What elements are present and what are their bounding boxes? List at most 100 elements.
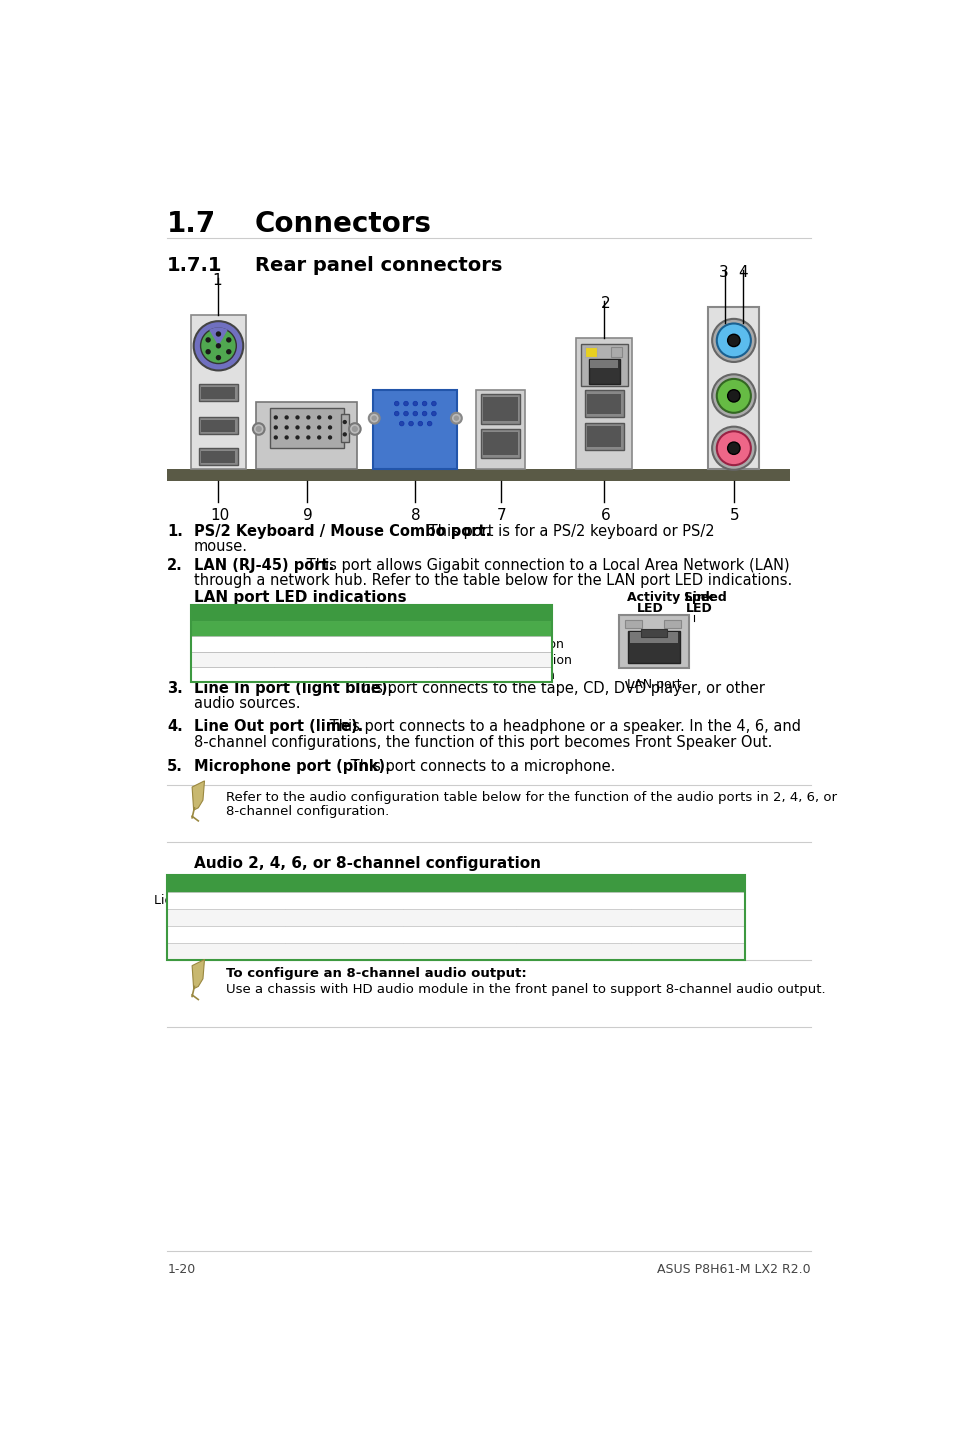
Circle shape [716,380,750,413]
Text: Refer to the audio configuration table below for the function of the audio ports: Refer to the audio configuration table b… [226,791,837,804]
Polygon shape [192,781,204,810]
Text: LED: LED [637,603,663,615]
Circle shape [727,334,740,347]
Bar [480,394,519,424]
Text: Pink (Rear panel): Pink (Rear panel) [172,928,279,940]
Text: Light Blue (Rear panel): Light Blue (Rear panel) [153,894,298,907]
Text: 4: 4 [738,265,747,280]
Text: 1.: 1. [167,523,183,539]
Text: LED: LED [685,603,712,615]
Bar [590,361,618,368]
Bar [611,348,621,357]
Text: 8-channel configurations, the function of this port becomes Front Speaker Out.: 8-channel configurations, the function o… [193,735,771,749]
Text: audio sources.: audio sources. [193,696,300,712]
Text: Status: Status [195,623,240,636]
Text: GREEN: GREEN [370,669,414,682]
Text: Rear Speaker Out: Rear Speaker Out [404,894,515,907]
Text: Mic In: Mic In [440,928,477,940]
Circle shape [422,411,427,416]
Text: 7: 7 [497,508,506,522]
Circle shape [422,401,427,406]
Bar [199,417,237,434]
Bar [167,942,744,959]
Circle shape [399,421,404,426]
Circle shape [394,401,398,406]
Text: 3.: 3. [167,680,183,696]
Text: No link: No link [278,638,322,651]
Text: Rear panel connectors: Rear panel connectors [254,256,501,275]
Bar [588,360,619,384]
Circle shape [205,349,211,354]
Text: ORANGE: ORANGE [370,654,423,667]
Bar [167,909,744,926]
Bar [624,620,641,627]
Circle shape [215,355,221,361]
Circle shape [431,401,436,406]
Bar [256,403,356,469]
Circle shape [342,420,347,424]
Circle shape [352,426,357,431]
Text: Speed: Speed [682,591,726,604]
Text: 1-20: 1-20 [167,1263,195,1276]
Circle shape [295,436,299,440]
Text: This port connects to a headphone or a speaker. In the 4, 6, and: This port connects to a headphone or a s… [324,719,800,735]
Text: OFF: OFF [370,638,394,651]
Text: 8-channel: 8-channel [653,877,721,890]
Text: 3: 3 [718,265,727,280]
Text: Line In port (light blue).: Line In port (light blue). [193,680,393,696]
Circle shape [342,433,347,437]
Text: 1.7.1: 1.7.1 [167,256,223,275]
Text: LAN (RJ-45) port.: LAN (RJ-45) port. [193,558,334,572]
Text: Connectors: Connectors [254,210,432,237]
Circle shape [215,331,221,336]
Circle shape [306,416,310,420]
Bar [707,308,759,469]
Bar [191,315,246,469]
Text: Headset 2-channel: Headset 2-channel [278,877,409,890]
Circle shape [328,436,332,440]
Text: through a network hub. Refer to the table below for the LAN port LED indications: through a network hub. Refer to the tabl… [193,572,791,588]
Text: ASUS P8H61-M LX2 R2.0: ASUS P8H61-M LX2 R2.0 [657,1263,810,1276]
Circle shape [226,349,232,354]
Text: This port allows Gigabit connection to a Local Area Network (LAN): This port allows Gigabit connection to a… [302,558,789,572]
Bar [587,426,620,447]
Circle shape [253,423,264,434]
Text: ORANGE: ORANGE [195,654,249,667]
Circle shape [255,426,261,431]
Circle shape [403,401,408,406]
Text: Rear Speaker Out: Rear Speaker Out [517,894,628,907]
Bar [628,631,679,663]
Bar [191,651,551,667]
Bar [191,605,551,621]
Bar [584,423,623,450]
Text: 10: 10 [211,508,230,522]
Circle shape [716,431,750,464]
Text: 1: 1 [212,273,222,288]
Text: Audio 2, 4, 6, or 8-channel configuration: Audio 2, 4, 6, or 8-channel configuratio… [193,856,540,871]
Text: 1Gbps connection: 1Gbps connection [441,669,554,682]
Text: Speed LED: Speed LED [370,608,445,621]
Text: 9: 9 [303,508,313,522]
Bar [618,615,688,667]
Polygon shape [192,959,204,989]
Bar [483,397,517,420]
Bar [167,926,744,942]
Text: BLINKING: BLINKING [195,669,254,682]
Text: 2.: 2. [167,558,183,572]
Text: Rear Speaker Out: Rear Speaker Out [632,894,742,907]
Circle shape [711,319,755,362]
Bar [167,469,789,480]
Circle shape [306,436,310,440]
Circle shape [349,423,360,434]
Circle shape [295,426,299,430]
Text: PS/2 Keyboard / Mouse Combo port.: PS/2 Keyboard / Mouse Combo port. [193,523,491,539]
Text: Lime (Front panel): Lime (Front panel) [169,945,283,958]
Bar [191,636,551,651]
Circle shape [408,421,413,426]
Text: Use a chassis with HD audio module in the front panel to support 8-channel audio: Use a chassis with HD audio module in th… [226,982,825,995]
Text: Activity/Link LED: Activity/Link LED [195,608,314,621]
Text: This port connects to the tape, CD, DVD player, or other: This port connects to the tape, CD, DVD … [348,680,764,696]
Wedge shape [209,328,228,345]
Text: –: – [340,945,347,958]
Circle shape [328,426,332,430]
